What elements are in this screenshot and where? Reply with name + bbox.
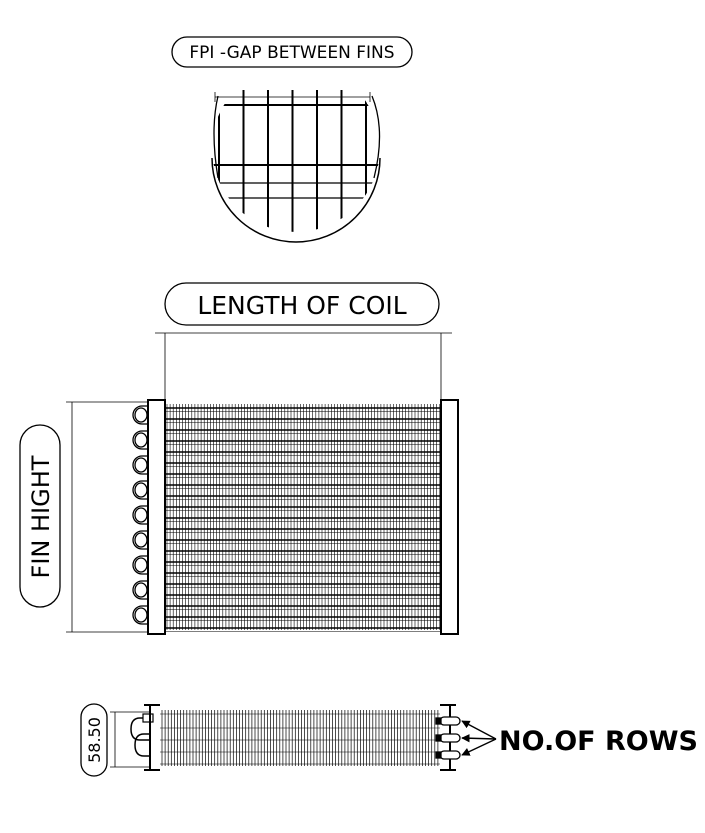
coil-front-view [132, 399, 459, 635]
tube-rows [435, 716, 461, 760]
right-end-plate [440, 399, 459, 635]
left-end-plate [147, 399, 166, 635]
top-fin-pack [160, 710, 440, 766]
depth-label-box [80, 703, 108, 777]
coil-top-view [130, 704, 497, 771]
height-label-box [19, 424, 61, 608]
length-label: LENGTH OF COIL [197, 291, 406, 320]
length-label-box [164, 282, 440, 326]
fpi-label-box [171, 36, 413, 68]
depth-dimension [80, 703, 150, 777]
fin-detail-view [212, 90, 380, 232]
length-dimension [155, 282, 452, 400]
height-label: FIN HIGHT [27, 455, 55, 578]
fpi-label: FPI -GAP BETWEEN FINS [189, 43, 394, 63]
rows-label: NO.OF ROWS [499, 726, 698, 757]
fin-pack [165, 404, 441, 632]
fpi-detail [171, 36, 413, 243]
height-dimension [19, 401, 148, 633]
return-bends [132, 405, 148, 625]
row-arrows [461, 720, 497, 756]
depth-label: 58.50 [85, 717, 104, 763]
